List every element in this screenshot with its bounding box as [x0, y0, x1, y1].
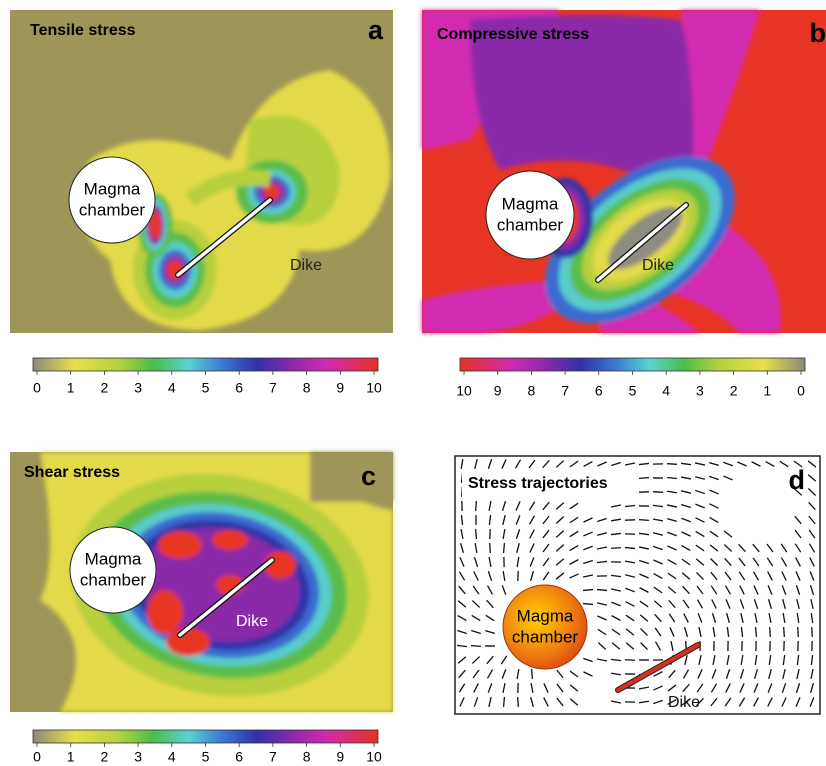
trajectory-tick: [667, 464, 677, 465]
colorbar-tick-label: 4: [662, 383, 670, 399]
colorbar-tick-label: 10: [456, 383, 472, 399]
dike-label: Dike: [290, 257, 322, 274]
colorbar-tick-label: 6: [235, 380, 243, 396]
colorbar-tick-label: 2: [101, 749, 109, 765]
colorbar-gradient: [33, 358, 378, 371]
colorbar-tick-label: 0: [33, 749, 41, 765]
colorbar-tick-label: 10: [366, 380, 382, 396]
contour: [147, 590, 183, 634]
figure: Tensile stress a Magma chamber Dike 0 1 2 3 4 5 6 7 8…: [0, 0, 826, 766]
trajectory-tick: [756, 627, 757, 637]
panel-c: Shear stress c Magma chamber Dike: [10, 451, 393, 720]
trajectory-tick: [653, 492, 663, 493]
trajectory-tick: [639, 478, 649, 479]
trajectory-tick: [518, 697, 519, 707]
trajectory-tick: [798, 627, 799, 637]
trajectory-tick: [476, 529, 477, 539]
colorbar-tick-label: 2: [101, 380, 109, 396]
colorbar-tick-label: 1: [67, 380, 75, 396]
colorbar-tick-label: 0: [33, 380, 41, 396]
panel-letter: a: [368, 15, 384, 45]
panel-letter: b: [810, 18, 826, 48]
colorbar-tick-label: 0: [797, 383, 805, 399]
colorbar-gradient: [460, 358, 805, 371]
chamber-label: chamber: [80, 570, 146, 589]
colorbar-tick-label: 6: [235, 749, 243, 765]
colorbar-tick-label: 8: [303, 749, 311, 765]
colorbar-tick-label: 7: [269, 380, 277, 396]
panel-title: Compressive stress: [437, 26, 589, 43]
trajectory-tick: [476, 501, 477, 511]
trajectory-tick: [625, 660, 635, 661]
colorbar: 0 1 2 3 4 5 6 7 8 9 10: [33, 358, 382, 396]
trajectory-tick: [504, 697, 505, 707]
contour: [212, 530, 248, 550]
trajectory-tick: [770, 627, 771, 637]
chamber-label: chamber: [497, 215, 563, 234]
trajectory-tick: [471, 646, 481, 647]
chamber-label: chamber: [79, 200, 145, 219]
trajectory-tick: [504, 543, 505, 553]
colorbar-tick-label: 8: [528, 383, 536, 399]
chamber-label: Magma: [85, 549, 142, 568]
trajectory-tick: [583, 604, 593, 605]
colorbar-tick-label: 7: [561, 383, 569, 399]
colorbar-gradient: [33, 730, 378, 743]
trajectory-tick: [784, 627, 785, 637]
trajectory-tick: [532, 669, 533, 679]
colorbar-tick-label: 5: [202, 380, 210, 396]
chamber-label: Magma: [517, 606, 574, 625]
dike-label: Dike: [236, 613, 268, 630]
panel-d: Stress trajectories d Magma chamber Dike: [455, 456, 820, 714]
colorbar-tick-label: 5: [629, 383, 637, 399]
chamber-label: Magma: [84, 179, 141, 198]
dike-label: Dike: [642, 257, 674, 274]
colorbar-tick-label: 9: [336, 749, 344, 765]
chamber-label: chamber: [512, 627, 578, 646]
trajectory-tick: [597, 590, 607, 591]
contour: [310, 452, 393, 502]
panel-title: Shear stress: [24, 464, 120, 481]
panel-title: Tensile stress: [30, 22, 136, 39]
colorbar-tick-label: 4: [168, 380, 176, 396]
colorbar-tick-label: 1: [67, 749, 75, 765]
colorbar-tick-label: 3: [134, 749, 142, 765]
panel-letter: c: [361, 461, 376, 491]
colorbar-tick-label: 9: [336, 380, 344, 396]
colorbar-tick-label: 9: [494, 383, 502, 399]
panel-letter: d: [789, 465, 806, 495]
colorbar-tick-label: 10: [366, 749, 382, 765]
trajectory-tick: [625, 506, 635, 507]
chamber-label: Magma: [502, 194, 559, 213]
panel-title: Stress trajectories: [468, 475, 608, 492]
contour: [158, 531, 202, 559]
trajectory-tick: [583, 590, 593, 591]
panel-a: Tensile stress a Magma chamber Dike: [10, 10, 393, 333]
colorbar-tick-label: 4: [168, 749, 176, 765]
panel-b: Compressive stress b Magma chamber Dike: [422, 10, 826, 357]
trajectory-tick: [625, 548, 635, 549]
colorbar-tick-label: 3: [134, 380, 142, 396]
trajectory-tick: [490, 543, 491, 553]
colorbar-tick-label: 7: [269, 749, 277, 765]
colorbar-tick-label: 2: [730, 383, 738, 399]
trajectory-tick: [812, 627, 813, 637]
colorbar-tick-label: 1: [763, 383, 771, 399]
trajectory-tick: [639, 520, 649, 521]
dike-label: Dike: [668, 694, 700, 711]
colorbar-tick-label: 8: [303, 380, 311, 396]
colorbar-tick-label: 6: [595, 383, 603, 399]
colorbar-tick-label: 5: [202, 749, 210, 765]
colorbar-tick-label: 3: [696, 383, 704, 399]
colorbar: 0 1 2 3 4 5 6 7 8 9 10: [33, 730, 382, 765]
